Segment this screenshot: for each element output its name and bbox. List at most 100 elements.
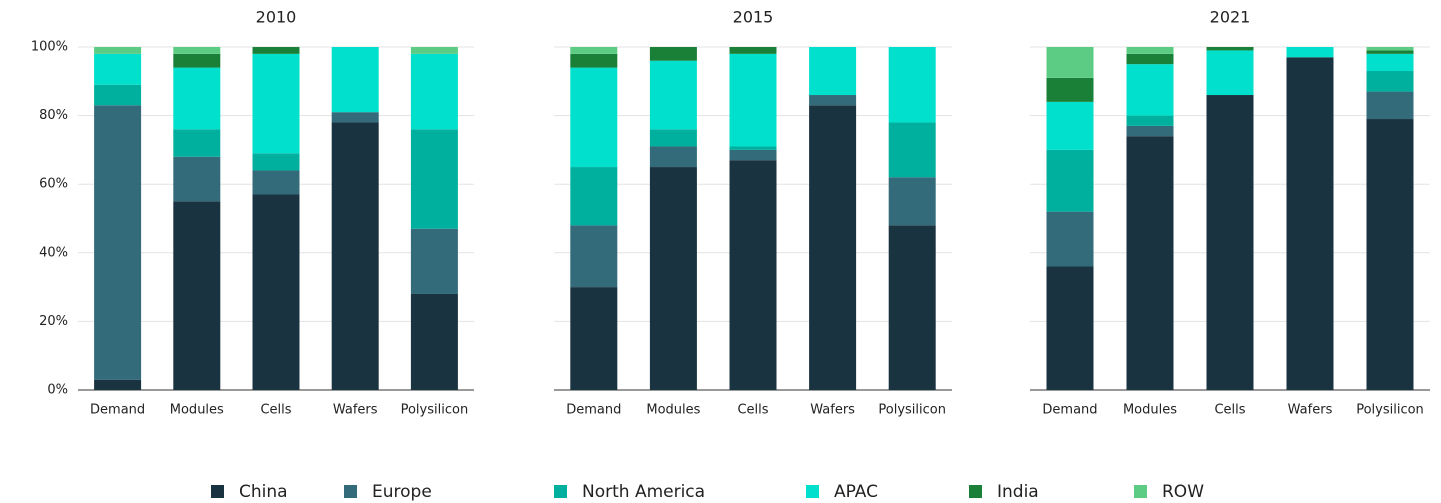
x-tick-label: Wafers xyxy=(810,403,855,418)
bar-segment xyxy=(173,53,221,68)
bar-segment xyxy=(570,225,618,288)
bar-segment xyxy=(252,47,300,54)
bar-segment xyxy=(888,225,936,390)
x-tick-label: Wafers xyxy=(333,403,378,418)
y-tick-label: 0% xyxy=(47,383,68,398)
bar-segment xyxy=(94,84,142,106)
x-tick-label: Demand xyxy=(90,403,145,418)
x-tick-label: Cells xyxy=(737,403,768,418)
bar-segment xyxy=(173,201,221,390)
legend-swatch xyxy=(554,485,567,498)
legend-swatch xyxy=(1134,485,1147,498)
bar-segment xyxy=(1126,136,1174,390)
bar-segment xyxy=(410,293,458,390)
bar-segment xyxy=(888,47,936,123)
bar-segment xyxy=(1206,47,1254,51)
bar-segment xyxy=(1366,47,1414,51)
x-tick-label: Cells xyxy=(260,403,291,418)
bar-segment xyxy=(570,47,618,54)
bar-segment xyxy=(1286,47,1334,58)
x-tick-label: Polysilicon xyxy=(401,403,469,418)
bar-segment xyxy=(1126,53,1174,65)
legend-swatch xyxy=(969,485,982,498)
bar-segment xyxy=(1126,64,1174,116)
x-tick-label: Polysilicon xyxy=(1356,403,1424,418)
bar-segment xyxy=(649,167,697,390)
bar-segment xyxy=(410,228,458,294)
chart-title: 2010 xyxy=(256,8,297,27)
y-tick-label: 60% xyxy=(39,177,68,192)
x-tick-label: Modules xyxy=(170,403,224,418)
y-tick-label: 100% xyxy=(31,40,68,55)
bar-segment xyxy=(1366,91,1414,120)
bar-segment xyxy=(331,112,379,123)
bar-segment xyxy=(1366,53,1414,72)
bar-segment xyxy=(729,149,777,161)
bar-segment xyxy=(94,105,142,380)
bar-segment xyxy=(729,160,777,390)
x-tick-label: Modules xyxy=(1123,403,1177,418)
bar-segment xyxy=(1046,266,1094,390)
legend-label: China xyxy=(239,482,288,502)
bar-segment xyxy=(570,287,618,390)
bar-segment xyxy=(1366,71,1414,92)
legend-label: India xyxy=(997,482,1039,502)
bar-segment xyxy=(649,47,697,61)
x-tick-label: Modules xyxy=(646,403,700,418)
bar-segment xyxy=(729,146,777,150)
bar-segment xyxy=(410,47,458,54)
bar-segment xyxy=(173,129,221,157)
bar-segment xyxy=(331,47,379,113)
bar-segment xyxy=(1126,115,1174,126)
bar-segment xyxy=(729,53,777,147)
bar-segment xyxy=(809,95,857,106)
bar-segment xyxy=(888,177,936,226)
y-tick-label: 20% xyxy=(39,314,68,329)
bar-segment xyxy=(1046,211,1094,267)
bar-segment xyxy=(173,67,221,130)
x-tick-label: Wafers xyxy=(1288,403,1333,418)
bar-segment xyxy=(94,47,142,54)
y-tick-label: 80% xyxy=(39,108,68,123)
bar-segment xyxy=(570,53,618,68)
bar-segment xyxy=(252,53,300,154)
bar-segment xyxy=(649,60,697,130)
legend-label: North America xyxy=(582,482,705,502)
bar-segment xyxy=(1126,125,1174,137)
bar-segment xyxy=(649,129,697,147)
bar-segment xyxy=(94,53,142,85)
bar-segment xyxy=(173,47,221,54)
bar-segment xyxy=(809,47,857,96)
legend-swatch xyxy=(344,485,357,498)
legend-label: APAC xyxy=(834,482,878,502)
bar-segment xyxy=(94,379,142,390)
bar-segment xyxy=(252,170,300,195)
legend-label: ROW xyxy=(1162,482,1204,502)
bar-segment xyxy=(1046,47,1094,78)
chart-title: 2021 xyxy=(1210,8,1251,27)
bar-segment xyxy=(1206,50,1254,96)
bar-segment xyxy=(570,167,618,226)
x-tick-label: Demand xyxy=(1042,403,1097,418)
bar-segment xyxy=(1366,119,1414,390)
bar-segment xyxy=(1046,149,1094,212)
bar-segment xyxy=(410,129,458,229)
chart-title: 2015 xyxy=(733,8,774,27)
x-tick-label: Demand xyxy=(566,403,621,418)
x-tick-label: Cells xyxy=(1214,403,1245,418)
legend-swatch xyxy=(211,485,224,498)
bar-segment xyxy=(570,67,618,168)
bar-segment xyxy=(649,146,697,168)
bar-segment xyxy=(1046,101,1094,150)
bar-segment xyxy=(1206,95,1254,391)
legend-swatch xyxy=(806,485,819,498)
x-tick-label: Polysilicon xyxy=(878,403,946,418)
bar-segment xyxy=(1366,50,1414,54)
bar-segment xyxy=(331,122,379,391)
bar-segment xyxy=(173,156,221,202)
legend-label: Europe xyxy=(372,482,432,502)
bar-segment xyxy=(252,153,300,171)
y-tick-label: 40% xyxy=(39,245,68,260)
bar-segment xyxy=(252,194,300,390)
